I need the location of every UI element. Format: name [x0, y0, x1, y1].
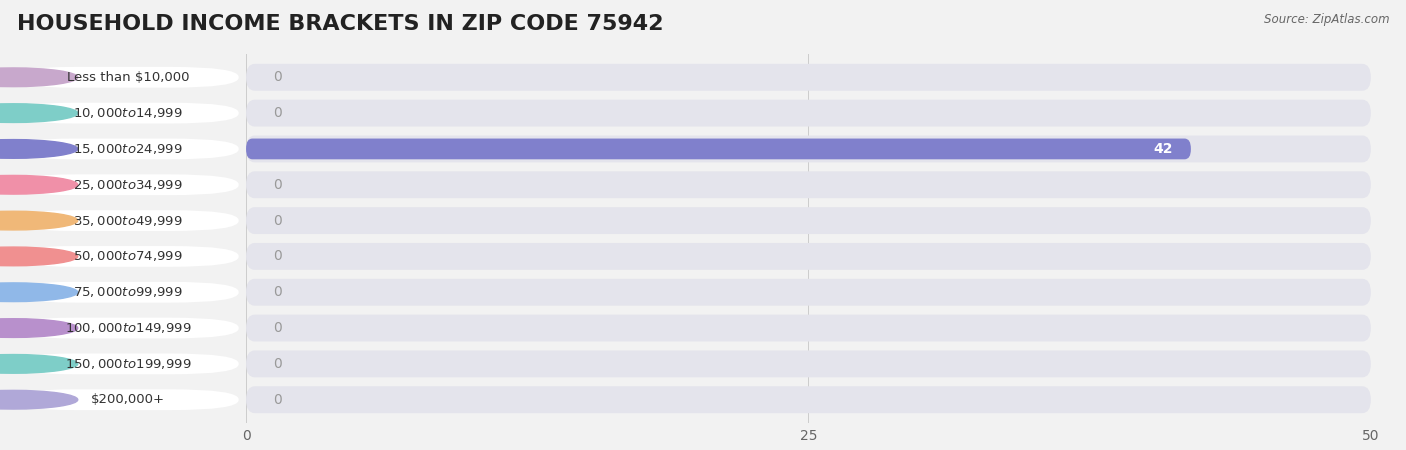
Text: $200,000+: $200,000+: [91, 393, 165, 406]
FancyBboxPatch shape: [246, 139, 1191, 159]
FancyBboxPatch shape: [7, 210, 239, 231]
Circle shape: [0, 319, 77, 338]
Text: 0: 0: [273, 249, 281, 263]
Circle shape: [0, 211, 77, 230]
Text: HOUSEHOLD INCOME BRACKETS IN ZIP CODE 75942: HOUSEHOLD INCOME BRACKETS IN ZIP CODE 75…: [17, 14, 664, 33]
Text: $150,000 to $199,999: $150,000 to $199,999: [65, 357, 191, 371]
FancyBboxPatch shape: [7, 174, 239, 195]
FancyBboxPatch shape: [246, 207, 1371, 234]
Text: $50,000 to $74,999: $50,000 to $74,999: [73, 249, 183, 263]
Circle shape: [0, 140, 77, 158]
Text: $25,000 to $34,999: $25,000 to $34,999: [73, 178, 183, 192]
FancyBboxPatch shape: [246, 243, 1371, 270]
Text: Source: ZipAtlas.com: Source: ZipAtlas.com: [1264, 14, 1389, 27]
Text: $100,000 to $149,999: $100,000 to $149,999: [65, 321, 191, 335]
Text: 0: 0: [273, 178, 281, 192]
Circle shape: [0, 355, 77, 373]
Circle shape: [0, 390, 77, 409]
Text: 0: 0: [273, 106, 281, 120]
Circle shape: [0, 283, 77, 302]
Text: 0: 0: [273, 214, 281, 228]
Circle shape: [0, 68, 77, 87]
FancyBboxPatch shape: [7, 139, 239, 159]
FancyBboxPatch shape: [246, 100, 1371, 126]
FancyBboxPatch shape: [246, 279, 1371, 306]
FancyBboxPatch shape: [7, 246, 239, 267]
Text: $35,000 to $49,999: $35,000 to $49,999: [73, 214, 183, 228]
Text: $75,000 to $99,999: $75,000 to $99,999: [73, 285, 183, 299]
FancyBboxPatch shape: [7, 318, 239, 338]
Text: $15,000 to $24,999: $15,000 to $24,999: [73, 142, 183, 156]
FancyBboxPatch shape: [246, 315, 1371, 342]
Text: 0: 0: [273, 70, 281, 84]
Circle shape: [0, 104, 77, 122]
FancyBboxPatch shape: [7, 103, 239, 123]
FancyBboxPatch shape: [7, 67, 239, 88]
Text: 0: 0: [273, 321, 281, 335]
Circle shape: [0, 176, 77, 194]
FancyBboxPatch shape: [7, 354, 239, 374]
FancyBboxPatch shape: [246, 135, 1371, 162]
FancyBboxPatch shape: [246, 351, 1371, 377]
Circle shape: [0, 247, 77, 266]
FancyBboxPatch shape: [7, 389, 239, 410]
FancyBboxPatch shape: [246, 64, 1371, 91]
Text: 0: 0: [273, 393, 281, 407]
FancyBboxPatch shape: [246, 171, 1371, 198]
Text: 0: 0: [273, 357, 281, 371]
FancyBboxPatch shape: [7, 282, 239, 303]
Text: Less than $10,000: Less than $10,000: [66, 71, 190, 84]
Text: 0: 0: [273, 285, 281, 299]
FancyBboxPatch shape: [246, 386, 1371, 413]
Text: 42: 42: [1153, 142, 1173, 156]
Text: $10,000 to $14,999: $10,000 to $14,999: [73, 106, 183, 120]
